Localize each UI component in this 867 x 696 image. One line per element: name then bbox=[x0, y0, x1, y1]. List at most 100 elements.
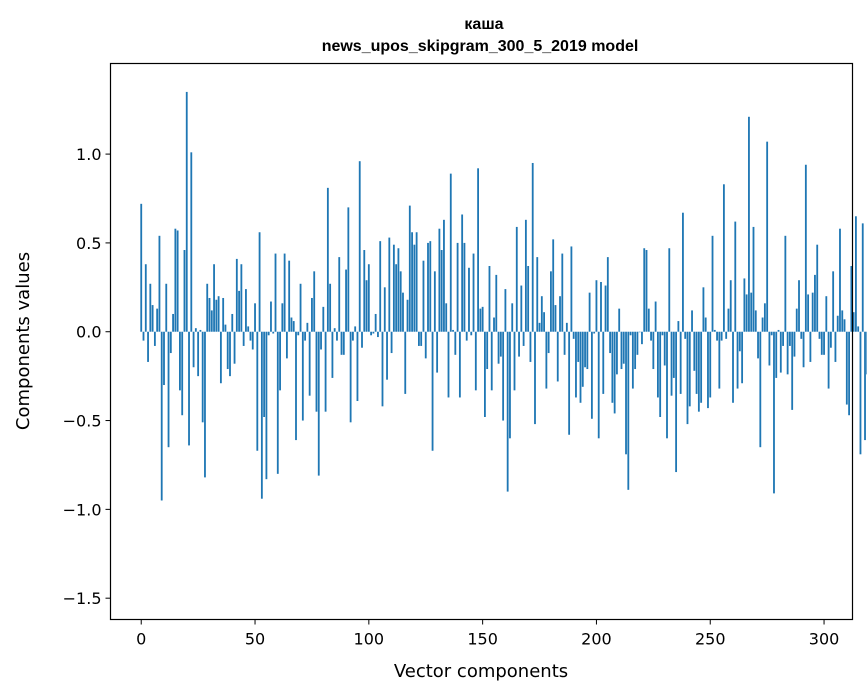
bar bbox=[782, 331, 784, 346]
bar bbox=[219, 331, 222, 384]
bar bbox=[540, 296, 543, 332]
bar bbox=[311, 297, 313, 332]
bar bbox=[552, 239, 555, 332]
bar bbox=[502, 331, 505, 421]
bar bbox=[643, 248, 646, 332]
bar bbox=[736, 331, 739, 389]
bar bbox=[738, 331, 741, 352]
x-tick-label: 250 bbox=[695, 630, 726, 649]
bar bbox=[404, 331, 407, 394]
bar bbox=[811, 292, 814, 332]
bar bbox=[522, 331, 525, 346]
bar bbox=[322, 306, 325, 332]
chart-subtitle: news_upos_skipgram_300_5_2019 model bbox=[322, 38, 639, 55]
bar bbox=[247, 326, 250, 332]
bar bbox=[447, 331, 450, 398]
bar bbox=[445, 303, 448, 332]
bar bbox=[845, 331, 848, 405]
bar bbox=[802, 331, 805, 368]
bar bbox=[390, 331, 393, 354]
chart-title: каша bbox=[464, 16, 503, 33]
bar bbox=[550, 271, 552, 332]
bar bbox=[638, 331, 641, 333]
bar bbox=[172, 313, 174, 332]
bar bbox=[511, 303, 514, 332]
bar bbox=[759, 331, 762, 448]
bar bbox=[750, 292, 753, 332]
bar bbox=[656, 331, 659, 398]
bar bbox=[160, 331, 163, 501]
bar bbox=[290, 317, 293, 332]
bar bbox=[531, 162, 534, 332]
bar bbox=[825, 296, 828, 332]
bar bbox=[420, 331, 423, 346]
bar bbox=[345, 269, 347, 332]
bar bbox=[479, 308, 482, 332]
bar bbox=[570, 246, 573, 332]
bar bbox=[249, 331, 252, 341]
bar bbox=[158, 235, 161, 332]
bar bbox=[418, 331, 420, 346]
bar bbox=[242, 331, 245, 346]
bar bbox=[468, 267, 470, 332]
bar bbox=[329, 283, 332, 332]
bar bbox=[424, 331, 427, 359]
bar bbox=[217, 296, 220, 332]
bar bbox=[727, 308, 730, 332]
bar bbox=[295, 331, 297, 441]
bar bbox=[493, 317, 495, 332]
bar bbox=[358, 161, 361, 332]
bar bbox=[568, 331, 571, 435]
bar bbox=[470, 331, 473, 336]
bar bbox=[349, 331, 352, 423]
bar bbox=[650, 331, 652, 341]
bar bbox=[561, 253, 564, 332]
bar bbox=[356, 331, 359, 402]
bar bbox=[807, 294, 810, 332]
bar bbox=[745, 294, 748, 332]
bar bbox=[729, 280, 732, 332]
bar bbox=[686, 331, 689, 425]
bar bbox=[383, 287, 386, 332]
bar bbox=[618, 308, 621, 332]
bar bbox=[436, 331, 439, 373]
bar bbox=[456, 242, 459, 332]
bar bbox=[333, 328, 336, 332]
bar bbox=[734, 221, 737, 332]
bar bbox=[169, 331, 172, 354]
bar bbox=[697, 331, 700, 412]
bar bbox=[704, 317, 707, 332]
bar bbox=[666, 331, 668, 439]
bar bbox=[741, 331, 744, 384]
bar bbox=[748, 116, 750, 332]
bar bbox=[229, 331, 231, 377]
bar bbox=[224, 324, 227, 332]
bar bbox=[292, 321, 295, 332]
bar bbox=[176, 230, 179, 332]
bar bbox=[367, 264, 370, 332]
bar bbox=[181, 331, 184, 416]
bar bbox=[213, 264, 215, 332]
bar bbox=[306, 322, 309, 332]
bar bbox=[238, 290, 241, 332]
bar bbox=[732, 331, 734, 403]
bar bbox=[386, 331, 388, 380]
bar bbox=[336, 331, 338, 341]
x-tick-label: 50 bbox=[245, 630, 265, 649]
bar bbox=[233, 331, 236, 364]
bar bbox=[565, 322, 568, 332]
bar bbox=[695, 331, 698, 394]
bar bbox=[431, 331, 434, 451]
bar bbox=[499, 331, 502, 357]
bar bbox=[484, 331, 486, 417]
bar bbox=[579, 331, 582, 403]
bar-series bbox=[140, 91, 867, 501]
x-tick-label: 300 bbox=[809, 630, 840, 649]
bar bbox=[192, 331, 195, 368]
bar bbox=[761, 317, 764, 332]
bar bbox=[725, 331, 728, 339]
bar bbox=[472, 253, 475, 332]
bar bbox=[190, 152, 193, 332]
bar bbox=[395, 264, 398, 332]
bar bbox=[399, 271, 402, 332]
